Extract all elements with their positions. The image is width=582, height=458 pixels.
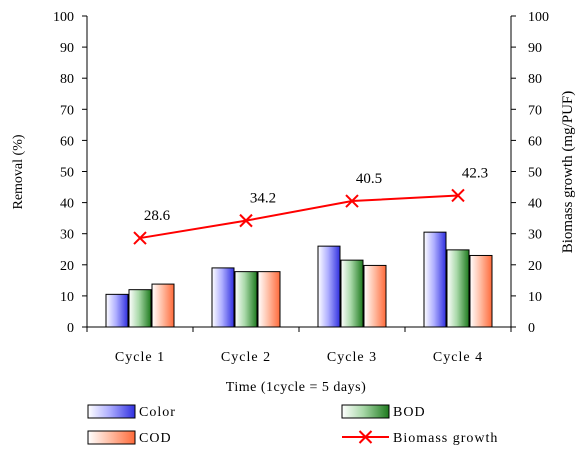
bar-color-2 bbox=[211, 267, 235, 328]
y2-tick-label: 90 bbox=[528, 41, 542, 56]
legend-cod-swatch bbox=[87, 430, 136, 445]
biomass-data-label: 28.6 bbox=[144, 208, 171, 224]
y-tick-label: 90 bbox=[60, 41, 74, 56]
y-tick-label: 50 bbox=[60, 166, 74, 181]
biomass-point bbox=[239, 213, 253, 228]
biomass-data-label: 34.2 bbox=[250, 191, 276, 207]
y-tick-label: 70 bbox=[60, 103, 74, 118]
x-axis-label: Time (1cycle = 5 days) bbox=[226, 380, 366, 395]
bar-color-1 bbox=[105, 293, 129, 328]
x-category-label: Cycle 1 bbox=[115, 350, 165, 365]
y-axis-label: Removal (%) bbox=[11, 134, 26, 209]
y2-tick-label: 0 bbox=[528, 321, 535, 336]
y-tick-label: 80 bbox=[60, 72, 74, 87]
bar-color-3 bbox=[317, 245, 341, 328]
legend-color-label: Color bbox=[139, 405, 176, 420]
y-tick-label: 40 bbox=[60, 197, 74, 212]
bar-color-4 bbox=[423, 231, 447, 328]
point-marker-stroke bbox=[133, 231, 147, 245]
biomass-line bbox=[139, 194, 459, 240]
y2-tick-label: 60 bbox=[528, 134, 542, 149]
legend-color-swatch bbox=[87, 404, 136, 419]
bar-cod-2 bbox=[257, 271, 281, 328]
y2-tick-label: 40 bbox=[528, 197, 542, 212]
y2-tick-label: 50 bbox=[528, 166, 542, 181]
bar-bod-1 bbox=[128, 289, 152, 328]
x-category-label: Cycle 2 bbox=[221, 350, 271, 365]
bar-cod-1 bbox=[151, 283, 175, 328]
biomass-line-series: 28.6 34.2 40.5 42.3 bbox=[133, 165, 488, 245]
bar-cod-3 bbox=[363, 264, 387, 328]
y-tick-label: 60 bbox=[60, 134, 74, 149]
bar-bod-4 bbox=[446, 249, 470, 328]
legend-cod-label: COD bbox=[139, 431, 172, 446]
bar-cod-4 bbox=[469, 254, 493, 328]
bar-series bbox=[105, 231, 493, 328]
biomass-point bbox=[133, 231, 147, 245]
y2-tick-label: 80 bbox=[528, 72, 542, 87]
y2-tick-label: 20 bbox=[528, 259, 542, 274]
biomass-data-label: 40.5 bbox=[356, 171, 382, 187]
legend: Color BOD COD Biomass growth bbox=[87, 404, 498, 446]
y2-axis-label: Biomass growth (mg/PUF) bbox=[560, 91, 576, 254]
y2-tick-label: 30 bbox=[528, 228, 542, 243]
y2-tick-label: 100 bbox=[528, 10, 549, 25]
y-tick-label: 0 bbox=[67, 321, 74, 336]
y2-tick-label: 10 bbox=[528, 290, 542, 305]
bar-bod-3 bbox=[340, 259, 364, 328]
x-category-label: Cycle 4 bbox=[433, 350, 483, 365]
x-axis: Cycle 1 Cycle 2 Cycle 3 Cycle 4 bbox=[86, 326, 512, 365]
y2-tick-label: 70 bbox=[528, 103, 542, 118]
point-marker-stroke bbox=[239, 213, 253, 228]
biomass-point bbox=[345, 194, 359, 208]
left-axis: 0 10 20 30 40 50 60 70 80 90 100 bbox=[53, 10, 88, 336]
right-axis: 0 10 20 30 40 50 60 70 80 90 100 bbox=[510, 10, 549, 336]
biomass-data-label: 42.3 bbox=[462, 165, 488, 181]
bar-bod-2 bbox=[234, 271, 258, 328]
y-tick-label: 20 bbox=[60, 259, 74, 274]
legend-color: Color bbox=[87, 404, 176, 420]
y-tick-label: 30 bbox=[60, 228, 74, 243]
point-marker-stroke bbox=[451, 188, 465, 203]
legend-cod: COD bbox=[87, 430, 172, 446]
legend-biomass: Biomass growth bbox=[342, 430, 498, 446]
legend-bod-swatch bbox=[341, 404, 390, 419]
y-tick-label: 100 bbox=[53, 10, 74, 25]
y-tick-label: 10 bbox=[60, 290, 74, 305]
point-marker-stroke bbox=[345, 194, 359, 208]
legend-biomass-label: Biomass growth bbox=[393, 431, 498, 446]
legend-bod: BOD bbox=[341, 404, 426, 420]
x-category-label: Cycle 3 bbox=[327, 350, 377, 365]
legend-bod-label: BOD bbox=[393, 405, 426, 420]
legend-marker-stroke bbox=[358, 430, 373, 444]
biomass-point bbox=[451, 188, 465, 203]
